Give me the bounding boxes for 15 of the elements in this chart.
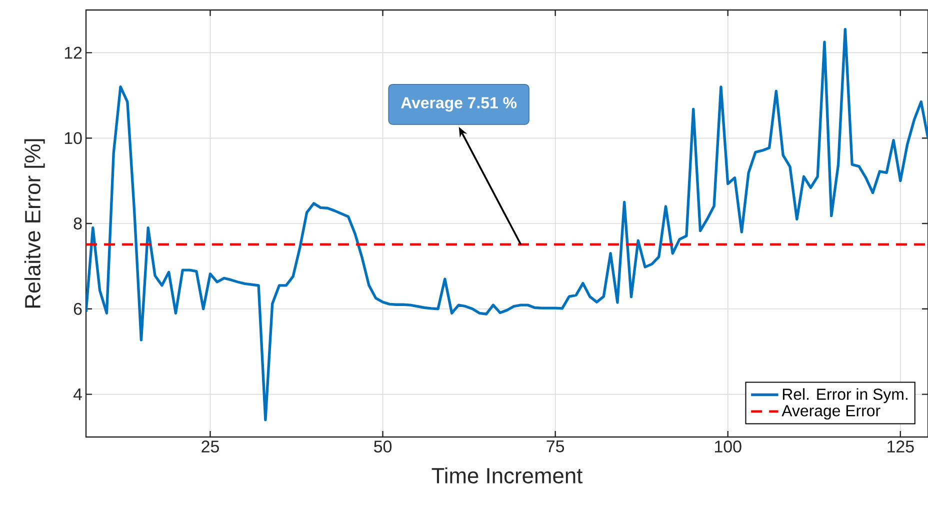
legend-label: Rel. Error in Sym. (782, 388, 908, 404)
y-tick-label: 6 (74, 302, 82, 315)
y-tick-label: 10 (64, 132, 82, 144)
x-tick-label: 125 (888, 440, 914, 453)
x-tick-label: 75 (546, 440, 564, 452)
y-tick-label: 8 (74, 218, 82, 230)
legend-label: Average Error (782, 405, 880, 420)
x-tick-label: 50 (374, 440, 392, 453)
y-tick-label: 12 (64, 46, 82, 59)
annotation: Average 7.51 % (401, 97, 517, 112)
x-tick-label: 100 (715, 440, 742, 453)
y-tick-label: 4 (73, 388, 82, 400)
x-tick-label: 25 (202, 440, 219, 453)
y-axis-title: Relaitve Error [%] (24, 139, 45, 308)
x-axis-title: Time Increment (432, 467, 583, 484)
